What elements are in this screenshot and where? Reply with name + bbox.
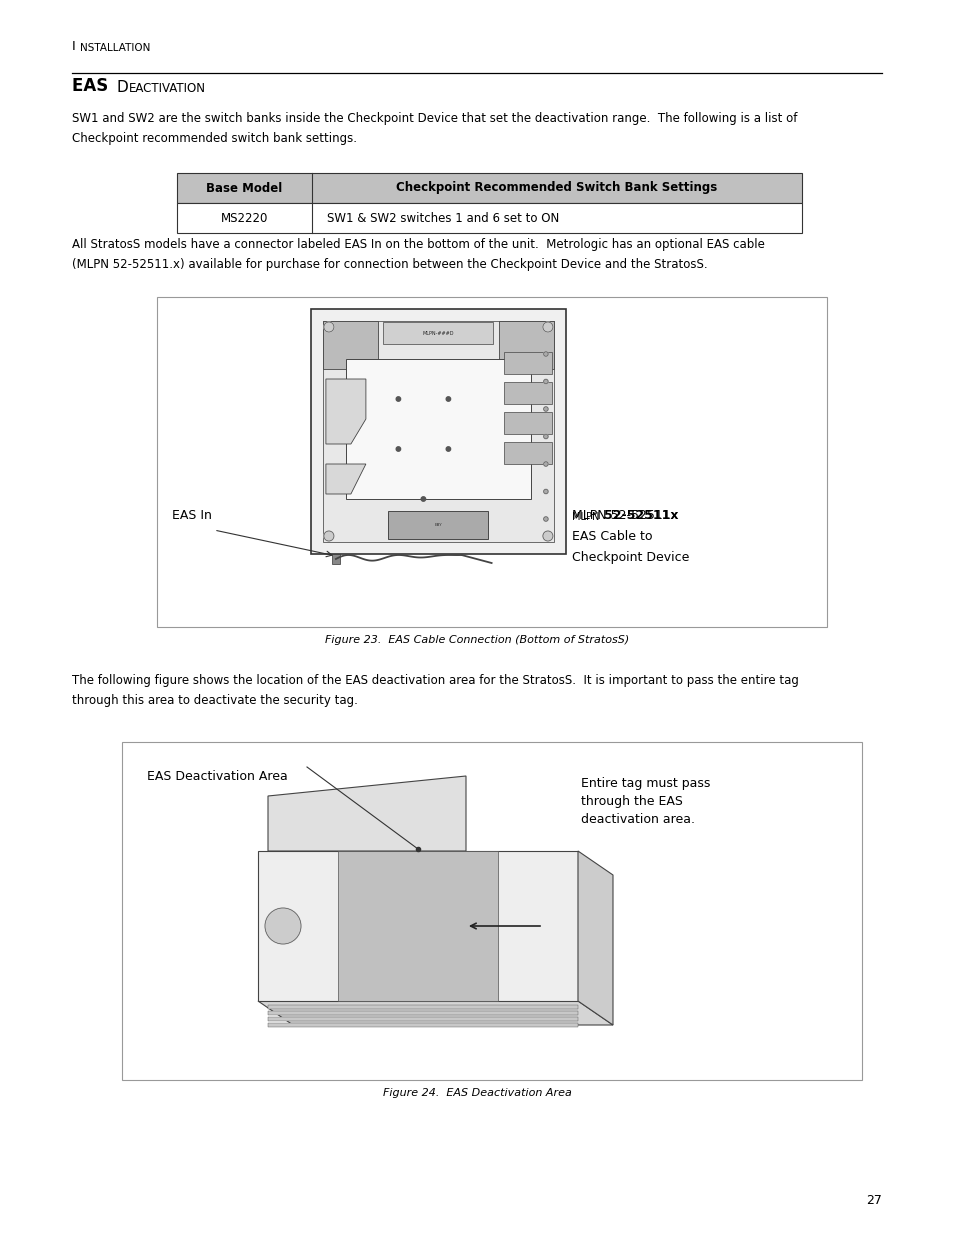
Circle shape	[543, 406, 548, 411]
Circle shape	[543, 489, 548, 494]
Text: Entire tag must pass
through the EAS
deactivation area.: Entire tag must pass through the EAS dea…	[580, 777, 709, 826]
Circle shape	[542, 322, 553, 332]
Text: The following figure shows the location of the EAS deactivation area for the Str: The following figure shows the location …	[71, 674, 798, 687]
Polygon shape	[326, 464, 366, 494]
Circle shape	[543, 379, 548, 384]
Bar	[383, 322, 493, 345]
Polygon shape	[257, 851, 578, 1002]
Bar	[322, 321, 377, 369]
Bar	[388, 511, 488, 538]
Bar	[177, 203, 801, 233]
Text: through this area to deactivate the security tag.: through this area to deactivate the secu…	[71, 694, 357, 706]
Text: (MLPN 52-52511.​x​) available for purchase for connection between the Checkpoint: (MLPN 52-52511.​x​) available for purcha…	[71, 258, 707, 270]
Bar	[503, 412, 552, 433]
Bar	[498, 321, 554, 369]
Bar	[268, 1011, 578, 1015]
Polygon shape	[268, 776, 465, 851]
Text: EBY: EBY	[434, 522, 442, 527]
Text: EACTIVATION: EACTIVATION	[129, 82, 205, 95]
Text: MLPN: MLPN	[572, 513, 599, 522]
Text: 52-52511x: 52-52511x	[604, 509, 679, 522]
Circle shape	[543, 435, 548, 438]
Polygon shape	[578, 851, 613, 1025]
Text: MLPN-###D: MLPN-###D	[422, 331, 454, 336]
Bar	[177, 173, 801, 203]
Bar	[268, 1016, 578, 1021]
Text: MS2220: MS2220	[220, 211, 268, 225]
Text: EAS In: EAS In	[172, 509, 212, 522]
Bar	[332, 555, 339, 564]
Text: SW1 & SW2 switches 1 and 6 set to ON: SW1 & SW2 switches 1 and 6 set to ON	[327, 211, 558, 225]
Bar	[311, 309, 565, 555]
Circle shape	[446, 447, 450, 451]
Bar	[268, 1023, 578, 1028]
Circle shape	[265, 908, 301, 944]
Bar	[157, 296, 826, 627]
Text: Checkpoint Device: Checkpoint Device	[572, 551, 689, 564]
Circle shape	[543, 352, 548, 356]
Text: 27: 27	[865, 1194, 882, 1207]
Text: MLPN 52-52511x: MLPN 52-52511x	[572, 509, 678, 522]
Text: Checkpoint recommended switch bank settings.: Checkpoint recommended switch bank setti…	[71, 132, 356, 144]
Circle shape	[395, 396, 400, 401]
Bar	[346, 359, 530, 499]
Polygon shape	[257, 1002, 613, 1025]
Circle shape	[421, 496, 425, 501]
Text: Checkpoint Recommended Switch Bank Settings: Checkpoint Recommended Switch Bank Setti…	[395, 182, 717, 194]
Text: EAS: EAS	[71, 77, 113, 95]
Bar	[503, 352, 552, 374]
Text: All Stratos​S models have a connector labeled ​EAS In​ on the bottom of the unit: All Stratos​S models have a connector la…	[71, 238, 764, 251]
Text: EAS Deactivation Area: EAS Deactivation Area	[147, 769, 288, 783]
Text: Figure 23.  EAS Cable Connection (Bottom of StratosS): Figure 23. EAS Cable Connection (Bottom …	[325, 635, 628, 645]
Bar	[268, 1005, 578, 1009]
Text: D: D	[117, 80, 129, 95]
Text: I: I	[71, 40, 75, 53]
Text: EAS Cable to: EAS Cable to	[572, 530, 652, 543]
Bar	[122, 742, 862, 1079]
Polygon shape	[326, 379, 366, 445]
Text: SW1 and SW2 are the switch banks inside the Checkpoint Device that set the deact: SW1 and SW2 are the switch banks inside …	[71, 112, 797, 125]
Circle shape	[324, 322, 334, 332]
Circle shape	[395, 447, 400, 451]
Circle shape	[543, 462, 548, 466]
Text: Figure 24.  EAS Deactivation Area: Figure 24. EAS Deactivation Area	[382, 1088, 571, 1098]
Circle shape	[446, 396, 450, 401]
Bar	[322, 321, 554, 542]
Bar	[503, 382, 552, 404]
Text: Base Model: Base Model	[206, 182, 282, 194]
Circle shape	[324, 531, 334, 541]
Bar	[503, 442, 552, 464]
Text: NSTALLATION: NSTALLATION	[80, 43, 151, 53]
Circle shape	[543, 516, 548, 521]
Bar	[337, 851, 497, 1002]
Circle shape	[542, 531, 553, 541]
